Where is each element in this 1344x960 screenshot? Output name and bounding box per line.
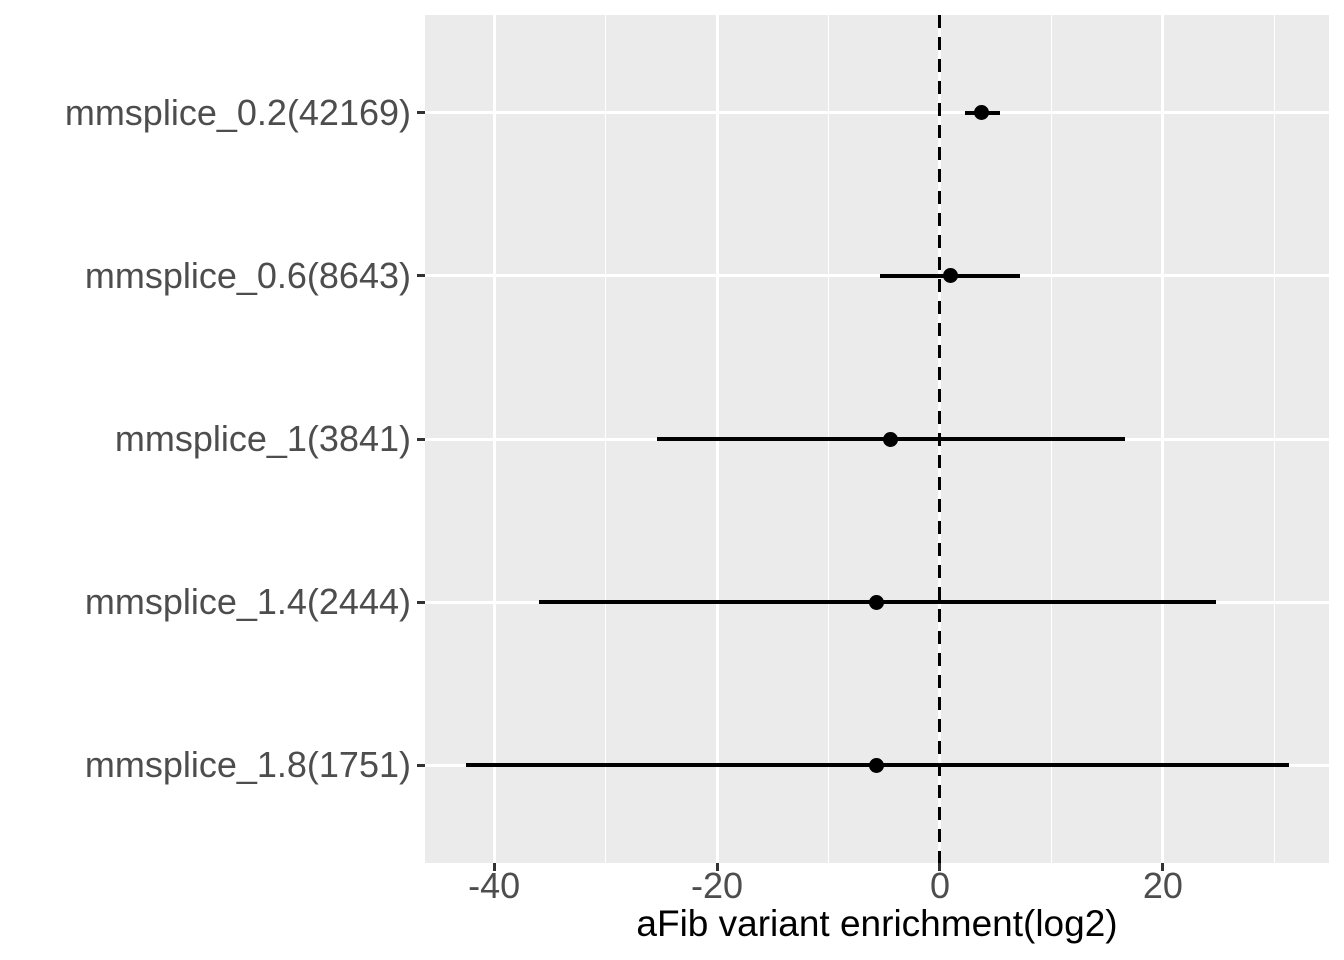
- x-axis-tick-label: 20: [1142, 865, 1183, 906]
- y-axis-label: mmsplice_1(3841): [114, 418, 411, 459]
- x-axis-tick-mark: [1161, 863, 1165, 871]
- y-axis-tick-mark: [417, 111, 425, 115]
- x-axis-tick-label: -20: [691, 865, 744, 906]
- estimate-point: [883, 431, 899, 447]
- y-axis-label: mmsplice_1.8(1751): [84, 744, 411, 786]
- x-axis-tick-mark: [938, 863, 942, 871]
- y-axis-tick-mark: [417, 763, 425, 767]
- estimate-point: [868, 757, 884, 773]
- estimate-point: [868, 594, 884, 610]
- x-axis-tick-mark: [715, 863, 719, 871]
- gridline-major-horizontal: [425, 274, 1329, 278]
- y-axis-tick-mark: [417, 437, 425, 441]
- gridline-major-horizontal: [425, 111, 1329, 115]
- estimate-point: [942, 268, 958, 284]
- y-axis-label: mmsplice_0.6(8643): [84, 254, 411, 296]
- estimate-point: [973, 105, 989, 121]
- y-axis-tick-mark: [417, 600, 425, 604]
- x-axis-title: aFib variant enrichment(log2): [636, 903, 1118, 944]
- x-axis-tick-label: 0: [929, 865, 950, 906]
- y-axis-label: mmsplice_0.2(42169): [64, 91, 411, 133]
- plot-panel: [425, 15, 1329, 863]
- y-axis-label: mmsplice_1.4(2444): [84, 581, 411, 623]
- x-axis-tick-label: -40: [468, 865, 521, 906]
- y-axis-tick-mark: [417, 274, 425, 278]
- x-axis-tick-mark: [492, 863, 496, 871]
